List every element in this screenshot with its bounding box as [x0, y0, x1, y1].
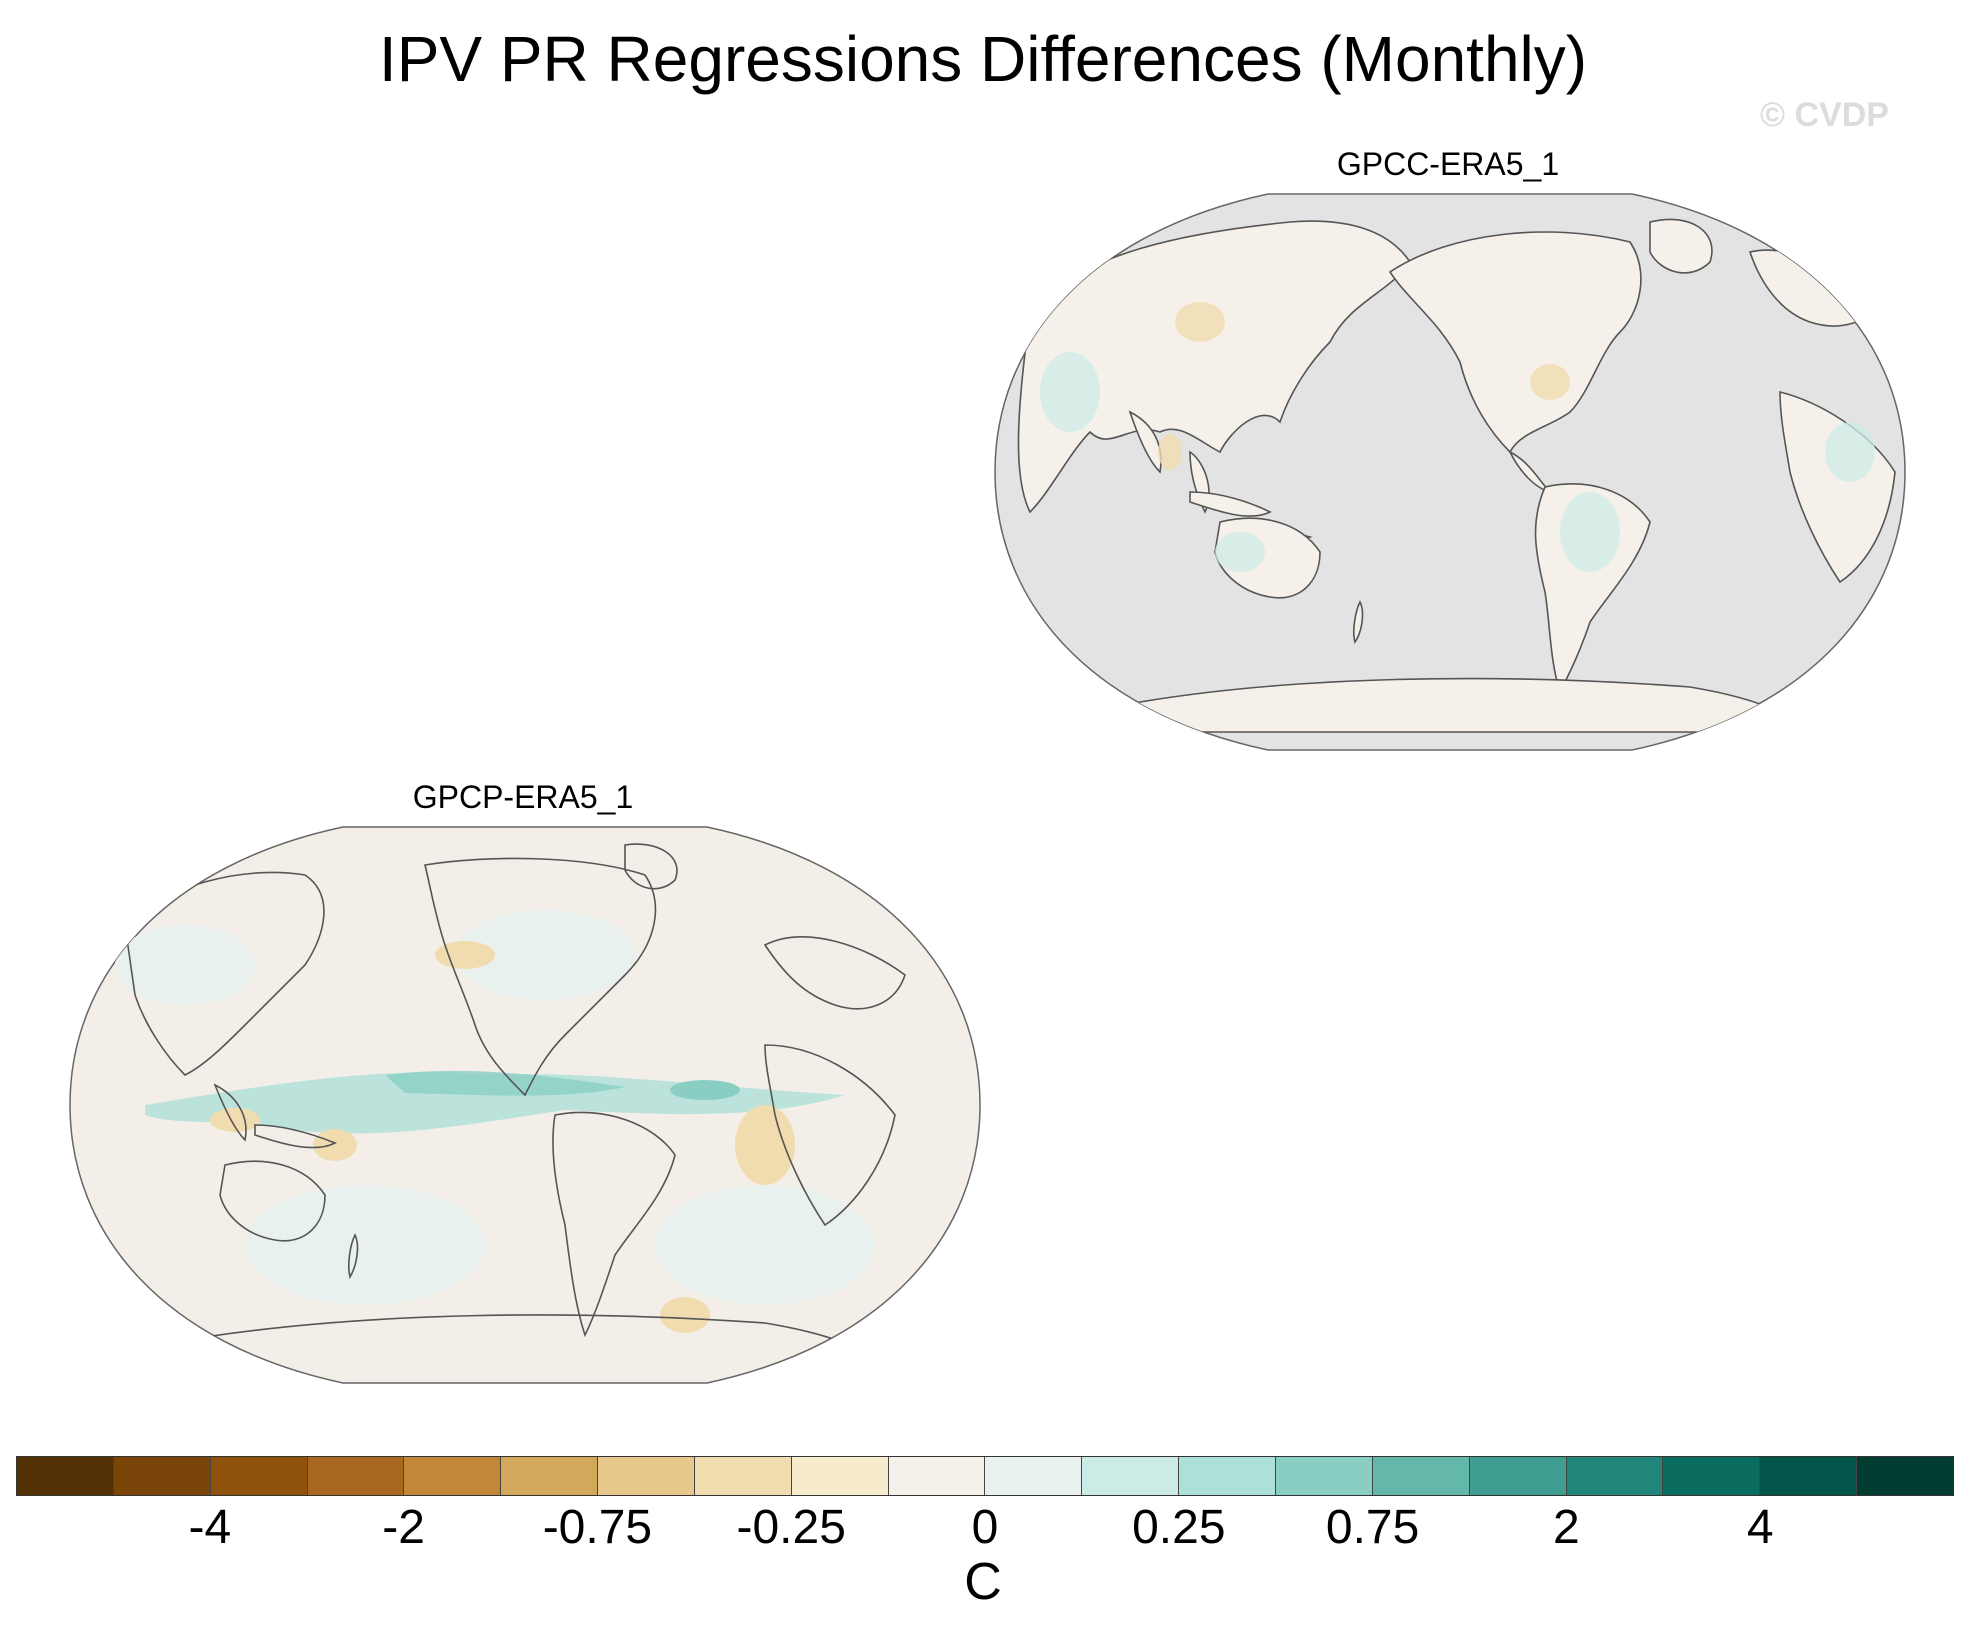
colorbar-tick-label: 4 [1746, 1501, 1774, 1554]
anomaly-patch [1825, 422, 1875, 482]
anomaly-patch [115, 925, 255, 1005]
colorbar-tick-label: 2 [1553, 1501, 1580, 1554]
anomaly-patch [660, 1297, 710, 1333]
map-gpcp-era5 [69, 826, 981, 1384]
colorbar-swatch [694, 1457, 792, 1495]
colorbar-tick-label: -4 [188, 1501, 232, 1554]
colorbar-swatch [210, 1457, 308, 1495]
colorbar-swatch [307, 1457, 405, 1495]
land-greenland [1649, 218, 1713, 274]
colorbar-swatch [1566, 1457, 1664, 1495]
colorbar-swatch [1857, 1457, 1953, 1495]
colorbar-swatch [1082, 1457, 1180, 1495]
colorbar-tick-label: 0.75 [1325, 1501, 1420, 1554]
anomaly-patch [670, 1080, 740, 1100]
colorbar [16, 1456, 1954, 1496]
colorbar-tick-label: -0.75 [542, 1501, 653, 1554]
colorbar-swatch [791, 1457, 889, 1495]
coast-australia [219, 1160, 326, 1242]
anomaly-patch [455, 910, 635, 1000]
colorbar-swatch [1663, 1457, 1761, 1495]
anomaly-patch [655, 1185, 875, 1305]
coast-maritime [254, 1124, 337, 1149]
coast-eurasia-west [763, 936, 906, 1010]
colorbar-tick-label: -2 [382, 1501, 425, 1554]
land-eurasia [1017, 220, 1411, 514]
coast-africa [764, 1044, 896, 1227]
coast-se-asia [213, 1083, 247, 1142]
anomaly-patch [1530, 364, 1570, 400]
colorbar-swatch [113, 1457, 211, 1495]
anomaly-patch [1175, 302, 1225, 342]
colorbar-swatch [888, 1457, 986, 1495]
panel-label-gpcc: GPCC-ERA5_1 [1336, 146, 1560, 182]
coast-north-america [424, 857, 657, 1097]
coast-south-america [552, 1111, 676, 1338]
coast-greenland [624, 843, 678, 890]
anomaly-patch [210, 1108, 260, 1132]
colorbar-tick-label: 0.25 [1132, 1501, 1226, 1554]
colorbar-tick-label: -0.25 [736, 1501, 846, 1554]
panel-label-gpcp: GPCP-ERA5_1 [412, 779, 634, 815]
cvdp-watermark: © CVDP [1760, 96, 1889, 134]
coast-asia-east [124, 871, 325, 1076]
colorbar-swatch [1372, 1457, 1470, 1495]
land-nz [1353, 600, 1364, 644]
colorbar-units: C [964, 1553, 1002, 1611]
colorbar-swatch [501, 1457, 599, 1495]
colorbar-swatch [1275, 1457, 1373, 1495]
anomaly-patch [245, 1185, 485, 1305]
anomaly-patch [1158, 434, 1182, 470]
anomaly-patch [735, 1105, 795, 1185]
anomaly-band-tropical [145, 1072, 845, 1134]
colorbar-tick-label: 0 [971, 1501, 999, 1554]
anomaly-patch [435, 941, 495, 969]
coast-nz [348, 1233, 359, 1280]
colorbar-swatch [1469, 1457, 1567, 1495]
figure-title: IPV PR Regressions Differences (Monthly) [378, 23, 1588, 95]
anomaly-patch [1560, 492, 1620, 572]
colorbar-swatch [1760, 1457, 1858, 1495]
colorbar-swatch [1179, 1457, 1276, 1495]
colorbar-swatch [404, 1457, 502, 1495]
anomaly-patch [1040, 352, 1100, 432]
land-se-asia [1128, 410, 1210, 514]
anomaly-band-core [385, 1070, 625, 1096]
colorbar-swatch [985, 1457, 1083, 1495]
colorbar-swatch [598, 1457, 695, 1495]
land-north-america [1388, 231, 1642, 454]
colorbar-swatch [17, 1457, 114, 1495]
anomaly-patch [1215, 532, 1265, 572]
anomaly-patch [313, 1129, 357, 1161]
map-gpcc-era5 [994, 193, 1906, 751]
